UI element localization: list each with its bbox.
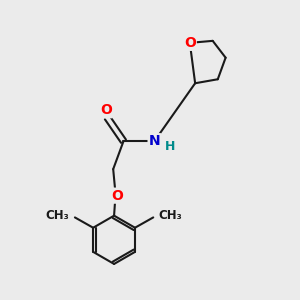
Text: N: N: [148, 134, 160, 148]
Text: O: O: [111, 189, 123, 202]
Text: O: O: [184, 36, 196, 50]
Text: CH₃: CH₃: [46, 208, 70, 222]
Text: H: H: [164, 140, 175, 153]
Text: O: O: [100, 103, 112, 117]
Text: CH₃: CH₃: [158, 208, 182, 222]
